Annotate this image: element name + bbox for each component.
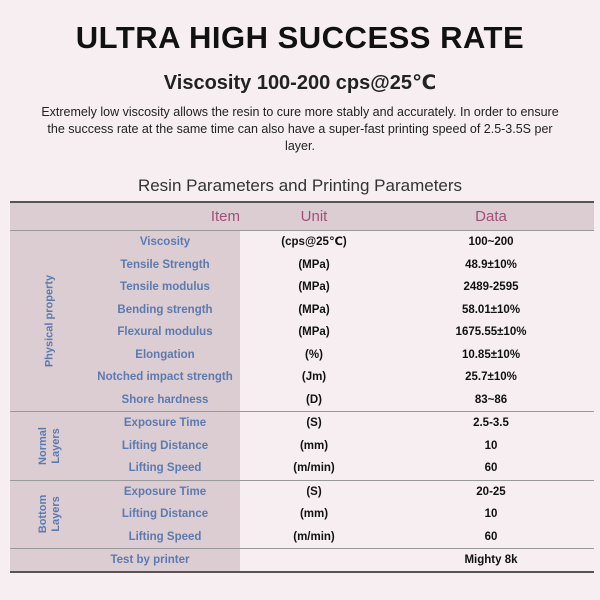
row-item: Viscosity: [90, 231, 240, 254]
row-item: Lifting Speed: [90, 525, 240, 548]
table-row: Notched impact strength (Jm) 25.7±10%: [90, 366, 594, 389]
row-unit: (D): [240, 388, 388, 411]
row-unit: (mm): [240, 503, 388, 526]
description-text: Extremely low viscosity allows the resin…: [41, 105, 559, 153]
row-item: Tensile modulus: [90, 276, 240, 299]
header-item: Item: [210, 208, 240, 225]
section-label: Bottom Layers: [37, 495, 62, 534]
table-row: Bending strength (MPa) 58.01±10%: [90, 298, 594, 321]
section-label: Normal Layers: [37, 426, 62, 465]
parameters-table: Item Unit Data Physical property Viscosi…: [10, 201, 594, 573]
row-data: 100~200: [388, 231, 594, 254]
table-row: Lifting Distance (mm) 10: [90, 503, 594, 526]
table-row: Lifting Speed (m/min) 60: [90, 457, 594, 480]
row-unit: (MPa): [240, 253, 388, 276]
row-data: 25.7±10%: [388, 366, 594, 389]
row-data: 10: [388, 434, 594, 457]
row-item: Elongation: [90, 343, 240, 366]
table-row: Exposure Time (S) 20-25: [90, 480, 594, 503]
row-item: Lifting Distance: [90, 503, 240, 526]
row-data: 83~86: [388, 388, 594, 411]
viscosity-subtitle: Viscosity 100-200 cps@25℃: [163, 72, 437, 94]
footer-data: Mighty 8k: [388, 549, 594, 571]
row-data: 10: [388, 503, 594, 526]
row-unit: (MPa): [240, 298, 388, 321]
table-row: Exposure Time (S) 2.5-3.5: [90, 412, 594, 435]
row-data: 60: [388, 525, 594, 548]
row-item: Lifting Distance: [90, 434, 240, 457]
footer-label: Test by printer: [10, 549, 240, 571]
footer-row: Test by printer Mighty 8k: [10, 549, 594, 571]
table-header-row: Item Unit Data: [10, 203, 594, 231]
table-row: Lifting Speed (m/min) 60: [90, 525, 594, 548]
table-row: Tensile modulus (MPa) 2489-2595: [90, 276, 594, 299]
row-data: 58.01±10%: [388, 298, 594, 321]
page-title: ULTRA HIGH SUCCESS RATE: [75, 20, 525, 55]
row-unit: (%): [240, 343, 388, 366]
row-unit: (Jm): [240, 366, 388, 389]
row-item: Flexural modulus: [90, 321, 240, 344]
row-item: Exposure Time: [90, 480, 240, 503]
table-title: Resin Parameters and Printing Parameters: [137, 176, 463, 195]
header-data: Data: [475, 208, 507, 225]
table-row: Viscosity (cps@25℃) 100~200: [90, 231, 594, 254]
row-unit: (S): [240, 480, 388, 503]
row-unit: (MPa): [240, 276, 388, 299]
section-bottom-layers: Bottom Layers Exposure Time (S) 20-25 Lift…: [10, 480, 594, 549]
row-item: Shore hardness: [90, 388, 240, 411]
section-label: Physical property: [43, 274, 56, 368]
row-data: 10.85±10%: [388, 343, 594, 366]
table-row: Flexural modulus (MPa) 1675.55±10%: [90, 321, 594, 344]
row-data: 1675.55±10%: [388, 321, 594, 344]
footer-unit-empty: [240, 549, 388, 571]
table-row: Elongation (%) 10.85±10%: [90, 343, 594, 366]
row-data: 48.9±10%: [388, 253, 594, 276]
table-row: Shore hardness (D) 83~86: [90, 388, 594, 411]
section-normal-layers: Normal Layers Exposure Time (S) 2.5-3.5 Li…: [10, 412, 594, 481]
row-unit: (MPa): [240, 321, 388, 344]
row-item: Exposure Time: [90, 412, 240, 435]
row-item: Lifting Speed: [90, 457, 240, 480]
row-data: 60: [388, 457, 594, 480]
row-item: Tensile Strength: [90, 253, 240, 276]
row-unit: (cps@25℃): [240, 231, 388, 254]
table-row: Tensile Strength (MPa) 48.9±10%: [90, 253, 594, 276]
row-item: Notched impact strength: [90, 366, 240, 389]
row-item: Bending strength: [90, 298, 240, 321]
header-section-spacer: [10, 203, 90, 230]
table-row: Lifting Distance (mm) 10: [90, 434, 594, 457]
row-unit: (m/min): [240, 525, 388, 548]
row-data: 20-25: [388, 480, 594, 503]
row-unit: (S): [240, 412, 388, 435]
row-unit: (m/min): [240, 457, 388, 480]
row-data: 2.5-3.5: [388, 412, 594, 435]
section-physical-property: Physical property Viscosity (cps@25℃) 100~…: [10, 231, 594, 412]
row-unit: (mm): [240, 434, 388, 457]
row-data: 2489-2595: [388, 276, 594, 299]
header-unit: Unit: [300, 208, 328, 225]
